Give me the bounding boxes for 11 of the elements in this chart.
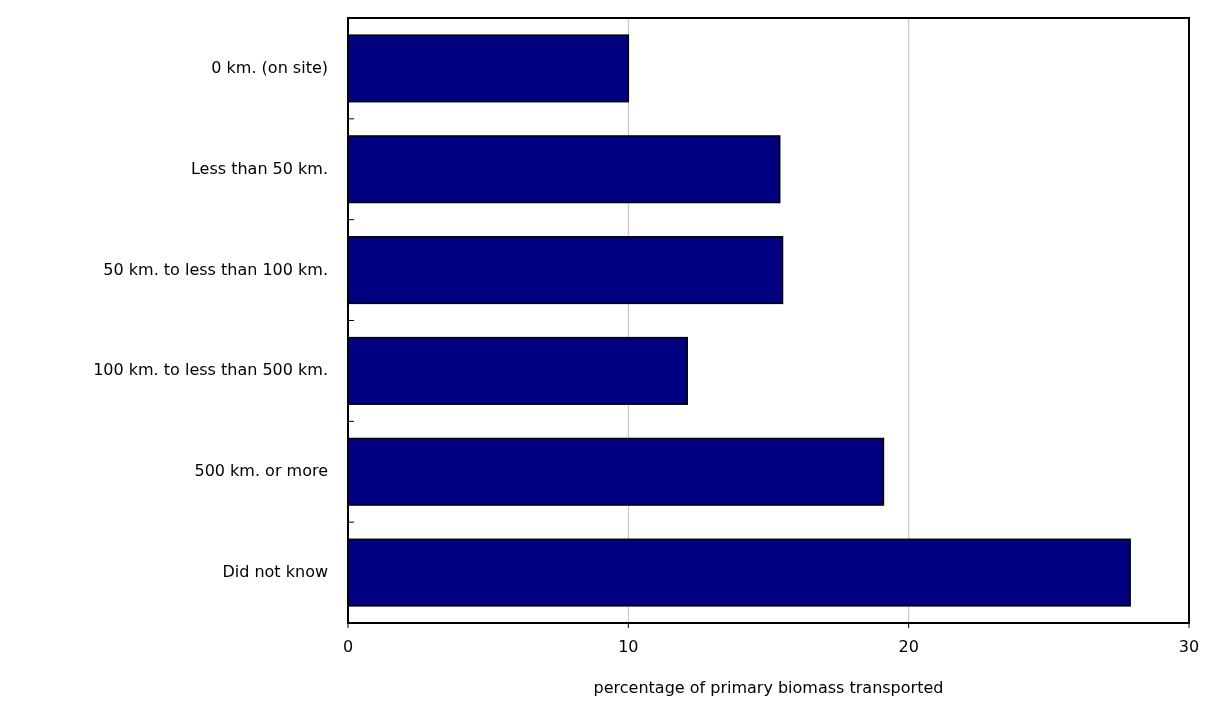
y-tick-label: Less than 50 km. — [190, 158, 328, 178]
y-tick-label: 50 km. to less than 100 km. — [103, 259, 328, 279]
y-tick-label: 500 km. or more — [194, 461, 328, 481]
x-tick-label: 20 — [898, 637, 919, 656]
x-tick-label: 0 — [342, 637, 354, 656]
x-tick-label: 10 — [618, 637, 639, 656]
x-axis-title: percentage of primary biomass transported — [593, 678, 944, 697]
x-tick-label: 30 — [1178, 637, 1200, 656]
y-tick-label: 100 km. to less than 500 km. — [93, 360, 328, 380]
y-tick-label: Did not know — [222, 562, 328, 582]
y-tick-label: 0 km. (on site) — [211, 57, 328, 77]
